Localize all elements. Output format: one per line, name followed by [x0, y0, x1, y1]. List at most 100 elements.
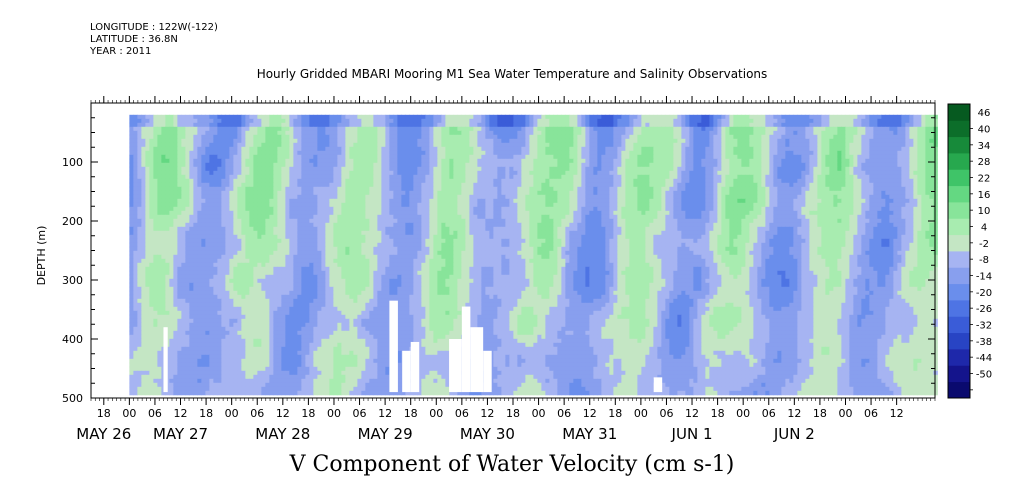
x-tick-label: 00 — [736, 407, 750, 420]
x-tick-label: 12 — [378, 407, 392, 420]
year-label: YEAR : 2011 — [90, 46, 152, 57]
missing-data-region — [410, 341, 420, 393]
colorbar-label: -8 — [979, 255, 989, 266]
metadata-block: LONGITUDE : 122W(-122) LATITUDE : 36.8N … — [90, 22, 218, 58]
colorbar-label: -26 — [976, 304, 992, 315]
missing-data-region — [653, 377, 663, 393]
heatmap-field — [129, 114, 938, 396]
longitude-label: LONGITUDE : 122W(-122) — [90, 22, 218, 33]
x-tick-label: 12 — [174, 407, 188, 420]
latitude-label: LATITUDE : 36.8N — [90, 34, 178, 45]
colorbar-swatch — [948, 283, 970, 301]
missing-data-region — [449, 339, 462, 393]
x-tick-label: 18 — [301, 407, 315, 420]
x-tick-label: 00 — [225, 407, 239, 420]
x-tick-label: 06 — [762, 407, 776, 420]
x-tick-label: 06 — [557, 407, 571, 420]
x-tick-label: 00 — [838, 407, 852, 420]
missing-data-region — [470, 327, 484, 393]
x-tick-label: 18 — [711, 407, 725, 420]
colorbar-label: 16 — [978, 190, 991, 201]
colorbar-swatch — [948, 136, 970, 154]
colorbar-swatch — [948, 202, 970, 219]
x-tick-label: 12 — [583, 407, 597, 420]
variable-title: V Component of Water Velocity (cm s-1) — [289, 452, 735, 477]
colorbar-label: -50 — [976, 370, 992, 381]
colorbar-swatch — [948, 300, 970, 317]
x-day-label: MAY 31 — [562, 425, 617, 443]
x-tick-label: 12 — [685, 407, 699, 420]
x-tick-label: 18 — [608, 407, 622, 420]
colorbar-label: -20 — [976, 288, 992, 299]
x-day-label: JUN 1 — [671, 425, 713, 443]
colorbar-swatch — [948, 120, 970, 138]
colorbar-swatch — [948, 104, 970, 121]
missing-data-region — [402, 350, 411, 393]
x-tick-label: 12 — [276, 407, 290, 420]
y-tick-label: 500 — [62, 392, 83, 405]
colorbar-label: -14 — [976, 272, 992, 283]
colorbar-swatch — [948, 267, 970, 285]
colorbar-label: 22 — [978, 174, 991, 185]
chart-title: Hourly Gridded MBARI Mooring M1 Sea Wate… — [256, 67, 768, 81]
y-tick-label: 100 — [62, 156, 83, 169]
colorbar-swatch — [948, 218, 970, 236]
x-tick-label: 06 — [353, 407, 367, 420]
colorbar-swatch — [948, 365, 970, 383]
colorbar-swatch — [948, 381, 970, 399]
colorbar-swatch — [948, 316, 970, 334]
colorbar-label: -44 — [976, 353, 992, 364]
x-tick-label: 06 — [148, 407, 162, 420]
y-axis-label: DEPTH (m) — [35, 226, 48, 286]
colorbar-label: 10 — [978, 206, 991, 217]
colorbar-swatch — [948, 185, 970, 203]
x-day-label: MAY 30 — [460, 425, 515, 443]
colorbar-label: 40 — [978, 125, 991, 136]
x-tick-label: 06 — [455, 407, 469, 420]
missing-data-region — [483, 350, 492, 393]
x-tick-label: 06 — [864, 407, 878, 420]
x-tick-label: 12 — [787, 407, 801, 420]
x-tick-label: 18 — [97, 407, 111, 420]
missing-data-region — [163, 327, 168, 393]
x-tick-label: 06 — [250, 407, 264, 420]
y-tick-label: 400 — [62, 333, 83, 346]
x-tick-label: 12 — [890, 407, 904, 420]
x-tick-label: 18 — [404, 407, 418, 420]
x-tick-label: 06 — [659, 407, 673, 420]
x-tick-label: 00 — [532, 407, 546, 420]
x-tick-label: 18 — [813, 407, 827, 420]
x-tick-label: 00 — [122, 407, 136, 420]
x-tick-label: 18 — [199, 407, 213, 420]
x-tick-label: 18 — [506, 407, 520, 420]
y-tick-label: 300 — [62, 274, 83, 287]
colorbar-label: 28 — [978, 157, 991, 168]
x-day-label: MAY 27 — [153, 425, 208, 443]
x-tick-label: 00 — [429, 407, 443, 420]
colorbar-label: -2 — [979, 239, 989, 250]
colorbar-frame — [947, 103, 971, 399]
x-tick-label: 00 — [634, 407, 648, 420]
x-day-label: MAY 29 — [358, 425, 413, 443]
colorbar-label: 34 — [978, 141, 991, 152]
x-tick-label: 12 — [480, 407, 494, 420]
colorbar-label: 46 — [978, 108, 991, 119]
missing-data-region — [389, 300, 398, 393]
colorbar-label: -32 — [976, 321, 992, 332]
colorbar-label: -38 — [976, 337, 992, 348]
x-day-label: MAY 28 — [255, 425, 310, 443]
missing-data-region — [461, 306, 471, 393]
colorbar-swatch — [948, 169, 970, 187]
x-day-label: JUN 2 — [773, 425, 815, 443]
colorbar: 46 40 34 28 22 16 10 4 -2 -8 -14 -20 -26 -32 -38 -44 -50 — [947, 103, 992, 399]
x-tick-label: 00 — [327, 407, 341, 420]
colorbar-swatch — [948, 234, 970, 252]
colorbar-swatch — [948, 349, 970, 366]
colorbar-swatch — [948, 251, 970, 268]
y-tick-label: 200 — [62, 215, 83, 228]
colorbar-swatch — [948, 332, 970, 350]
colorbar-swatch — [948, 153, 970, 170]
x-day-label: MAY 26 — [76, 425, 131, 443]
colorbar-label: 4 — [981, 223, 987, 234]
